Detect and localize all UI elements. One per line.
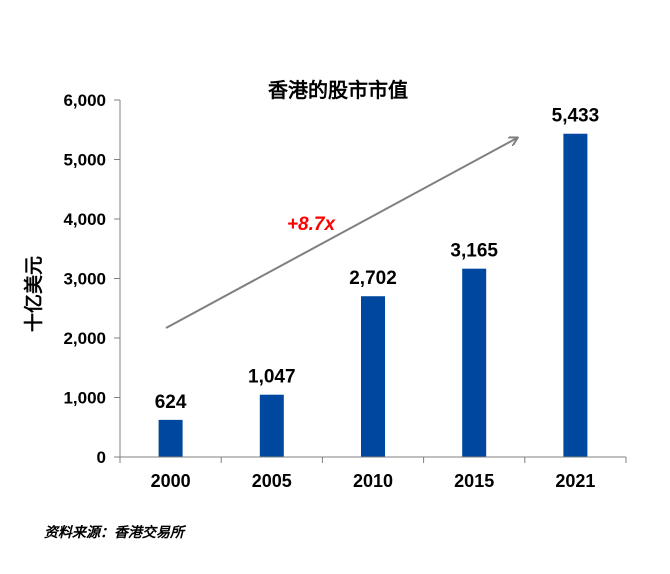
y-tick-label: 0 — [97, 448, 106, 467]
y-tick-label: 4,000 — [63, 210, 106, 229]
growth-annotation: +8.7x — [287, 214, 337, 235]
bar — [361, 296, 385, 457]
y-axis-ticks: 0 1,000 2,000 3,000 4,000 5,000 6,000 — [63, 91, 120, 467]
data-label: 624 — [155, 392, 187, 413]
chart-title: 香港的股市市值 — [268, 78, 408, 102]
source-note: 资料来源：香港交易所 — [44, 525, 184, 541]
x-axis-ticks: 2000 2005 2010 2015 2021 — [119, 457, 627, 491]
bar — [259, 394, 284, 457]
y-axis-label: 十亿美元 — [22, 256, 45, 332]
y-tick-label: 6,000 — [63, 91, 106, 110]
x-tick-label: 2021 — [555, 471, 595, 491]
y-tick-label: 5,000 — [63, 151, 106, 170]
bars: 624 1,047 2,702 3,165 5,433 — [155, 106, 599, 457]
bar — [563, 133, 588, 457]
bar — [462, 268, 487, 457]
growth-arrow — [165, 138, 517, 329]
data-label: 1,047 — [248, 367, 296, 388]
y-tick-label: 3,000 — [63, 270, 106, 289]
data-label: 3,165 — [450, 241, 498, 262]
y-tick-label: 1,000 — [63, 389, 106, 408]
x-tick-label: 2010 — [353, 471, 393, 491]
x-tick-label: 2005 — [252, 471, 292, 491]
data-label: 2,702 — [349, 268, 397, 289]
x-tick-label: 2015 — [454, 471, 494, 491]
x-tick-label: 2000 — [151, 471, 191, 491]
data-label: 5,433 — [552, 106, 600, 127]
bar — [158, 419, 183, 457]
y-tick-label: 2,000 — [63, 329, 106, 348]
